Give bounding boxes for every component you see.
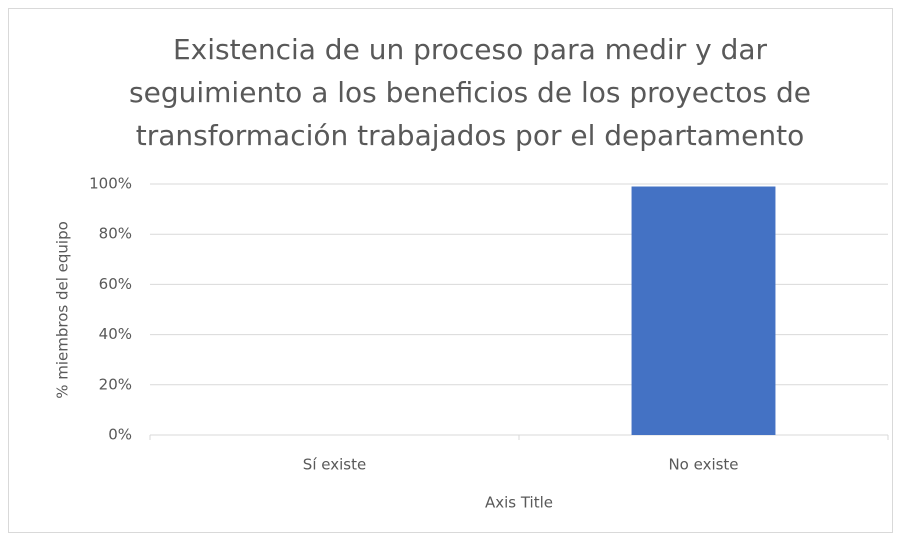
y-axis-title: % miembros del equipo xyxy=(54,221,72,399)
y-tick-label: 80% xyxy=(99,225,132,243)
y-tick-label: 20% xyxy=(99,375,132,393)
y-tick-label: 100% xyxy=(89,175,132,193)
chart-title: Existencia de un proceso para medir y da… xyxy=(129,33,811,152)
x-tick-label: No existe xyxy=(668,456,738,474)
bar xyxy=(631,186,776,435)
y-tick-label: 60% xyxy=(99,275,132,293)
y-tick-label: 0% xyxy=(108,426,132,444)
x-axis-title: Axis Title xyxy=(485,494,553,512)
x-tick-label: Sí existe xyxy=(303,456,366,474)
y-tick-label: 40% xyxy=(99,325,132,343)
